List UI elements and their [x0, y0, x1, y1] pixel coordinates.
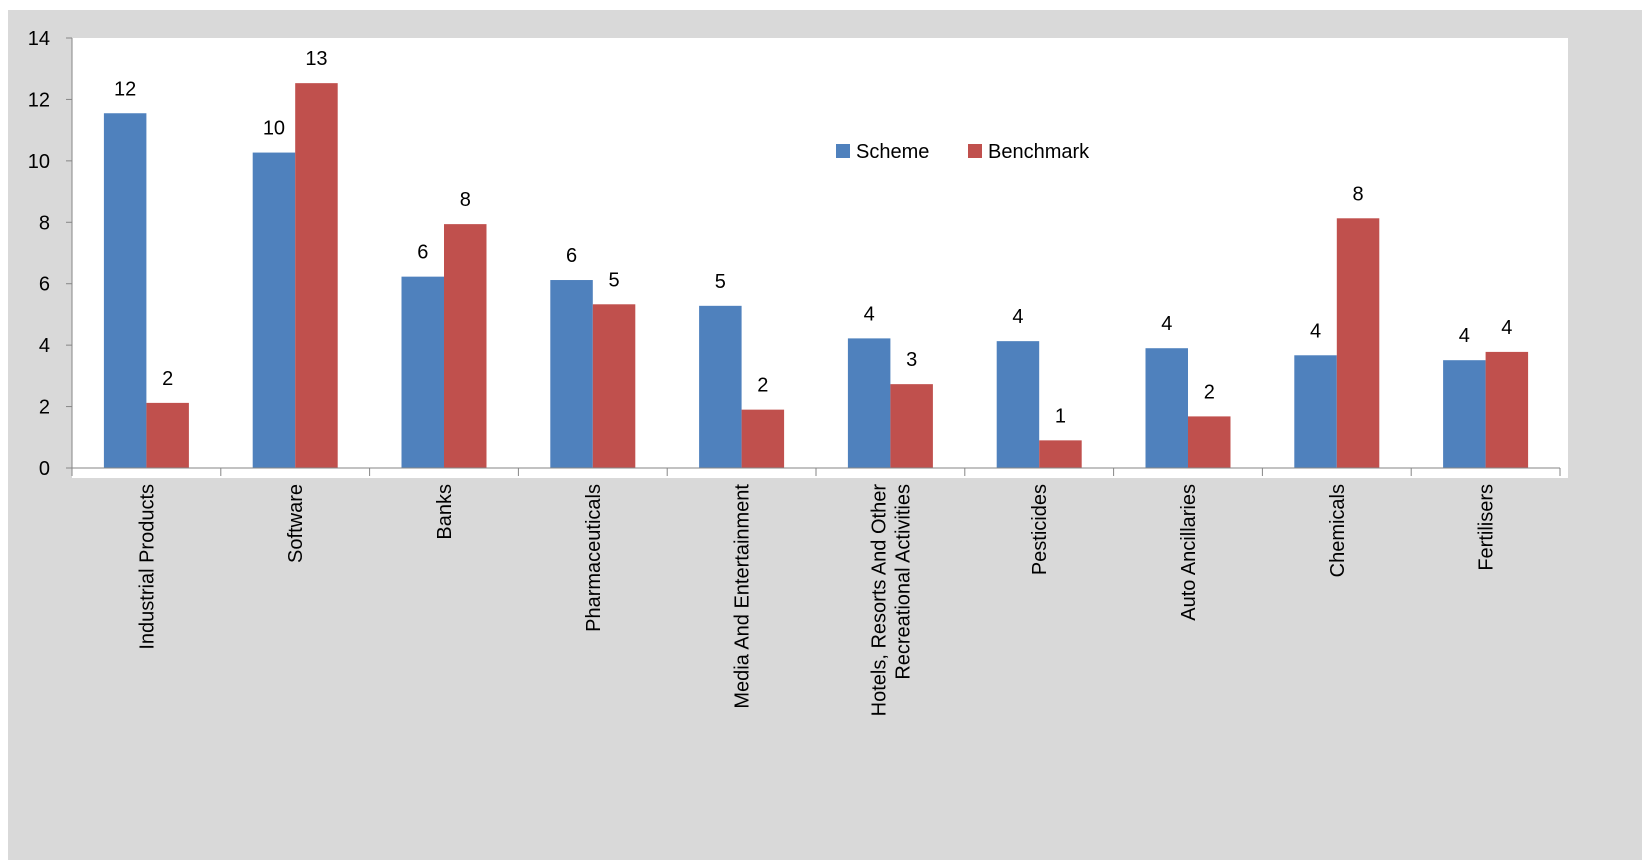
category-label-3: Pharmaceuticals [583, 484, 605, 632]
bar-scheme-5 [847, 338, 891, 468]
bar-benchmark-3 [592, 304, 636, 468]
category-label-0: Industrial Products [136, 484, 158, 650]
bar-benchmark-7 [1188, 416, 1231, 468]
y-tick-label: 8 [39, 212, 50, 234]
y-tick-label: 10 [28, 151, 50, 173]
category-label-8: Chemicals [1327, 484, 1349, 577]
chart-area: 12 2 10 13 6 8 6 5 5 2 4 3 4 1 4 2 4 8 4 4 0 2 4 6 8 10 12 14 Indust… [8, 10, 1642, 860]
y-tick-label: 0 [39, 458, 50, 480]
category-label-4: Media And Entertainment [732, 484, 754, 709]
bar-benchmark-6 [1039, 440, 1082, 468]
data-label-benchmark-8: 8 [1352, 183, 1363, 205]
data-label-benchmark-1: 13 [305, 48, 327, 70]
data-label-scheme-6: 4 [1012, 306, 1023, 328]
bar-benchmark-9 [1485, 351, 1529, 468]
category-label-5: Recreational Activities [892, 484, 914, 680]
bar-scheme-4 [699, 305, 742, 468]
bar-benchmark-8 [1336, 218, 1380, 468]
bar-scheme-6 [996, 341, 1040, 468]
category-label-6: Pesticides [1029, 484, 1051, 575]
bar-benchmark-1 [295, 83, 338, 469]
y-tick-label: 4 [39, 335, 50, 357]
y-tick-label: 14 [28, 28, 50, 50]
y-tick-label: 2 [39, 397, 50, 419]
category-label-9: Fertilisers [1476, 484, 1498, 571]
legend-swatch-benchmark [968, 144, 982, 158]
data-label-scheme-7: 4 [1161, 313, 1172, 335]
bar-scheme-1 [252, 152, 296, 469]
category-label-5: Hotels, Resorts And Other [868, 484, 890, 717]
data-label-benchmark-2: 8 [460, 189, 471, 211]
legend-swatch-scheme [836, 144, 850, 158]
bar-scheme-7 [1145, 348, 1188, 468]
data-label-scheme-4: 5 [715, 271, 726, 293]
bar-benchmark-5 [890, 384, 933, 468]
legend: Scheme Benchmark [836, 141, 1090, 163]
bar-scheme-8 [1294, 355, 1337, 468]
data-label-benchmark-7: 2 [1204, 381, 1215, 403]
bar-benchmark-0 [146, 402, 189, 468]
data-label-benchmark-6: 1 [1055, 405, 1066, 427]
data-label-benchmark-3: 5 [608, 269, 619, 291]
data-label-scheme-5: 4 [864, 303, 875, 325]
data-label-scheme-0: 12 [114, 78, 136, 100]
data-label-scheme-1: 10 [263, 118, 285, 140]
legend-label-scheme: Scheme [856, 141, 929, 163]
data-label-scheme-3: 6 [566, 245, 577, 267]
bar-scheme-2 [401, 276, 444, 468]
data-label-benchmark-0: 2 [162, 368, 173, 390]
bar-scheme-0 [103, 113, 147, 468]
bar-benchmark-2 [444, 224, 487, 468]
category-label-7: Auto Ancillaries [1178, 484, 1200, 621]
data-label-benchmark-9: 4 [1501, 317, 1512, 339]
y-tick-label: 6 [39, 274, 50, 296]
y-tick-label: 12 [28, 89, 50, 111]
bar-scheme-9 [1443, 360, 1486, 468]
data-label-scheme-2: 6 [417, 242, 428, 264]
bar-benchmark-4 [741, 409, 785, 468]
legend-label-benchmark: Benchmark [988, 141, 1090, 163]
category-label-2: Banks [434, 484, 456, 540]
data-label-scheme-8: 4 [1310, 320, 1321, 342]
data-label-benchmark-4: 2 [757, 375, 768, 397]
category-label-1: Software [285, 484, 307, 563]
bar-scheme-3 [550, 280, 593, 468]
data-label-scheme-9: 4 [1459, 325, 1470, 347]
data-label-benchmark-5: 3 [906, 349, 917, 371]
